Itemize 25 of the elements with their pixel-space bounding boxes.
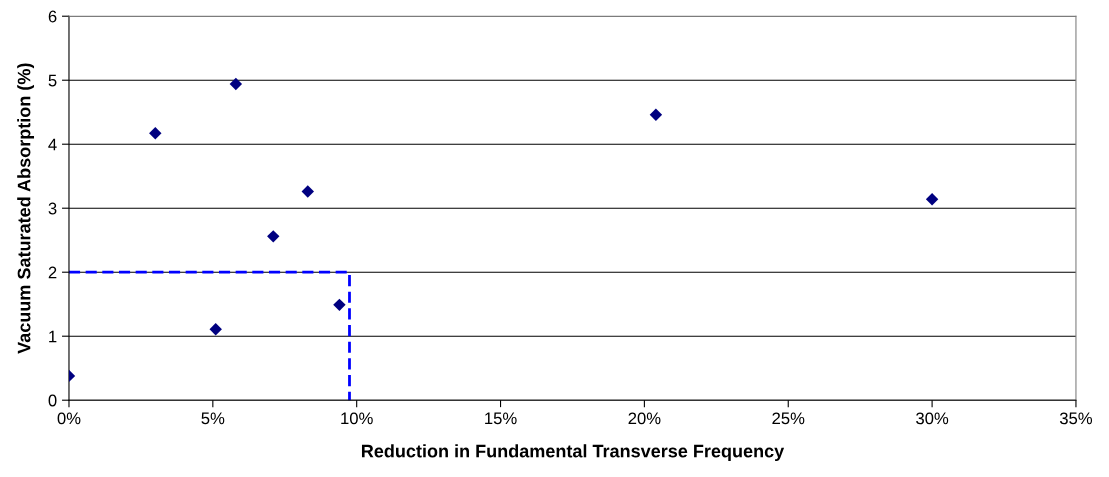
x-tick-label: 20% (628, 412, 661, 425)
point (209, 322, 222, 336)
y-tick-label: 6 (48, 10, 57, 23)
y-tick-label: 3 (48, 202, 57, 215)
x-tick-label: 10% (341, 412, 373, 425)
y-tick-label: 0 (48, 394, 57, 407)
point (149, 127, 162, 140)
x-tick-label: 5% (201, 412, 225, 425)
point (301, 185, 314, 198)
x-tick-label: 15% (485, 412, 517, 425)
y-tick-label: 2 (48, 266, 57, 279)
x-tick-label: 25% (772, 412, 805, 425)
x-axis-title: Reduction in Fundamental Transverse Frequency (361, 444, 785, 462)
x-tick-label: 35% (1059, 412, 1093, 425)
point (333, 298, 346, 312)
y-axis-title: Vacuum Saturated Absorption (%) (17, 63, 35, 354)
x-tick-label: 0% (57, 412, 81, 425)
y-tick-label: 4 (48, 138, 57, 151)
point (649, 108, 663, 121)
y-tick-label: 1 (49, 330, 57, 343)
point (267, 230, 280, 243)
point (925, 193, 939, 206)
x-tick-label: 30% (916, 412, 949, 425)
y-tick-label: 5 (48, 74, 57, 87)
point (229, 77, 243, 91)
